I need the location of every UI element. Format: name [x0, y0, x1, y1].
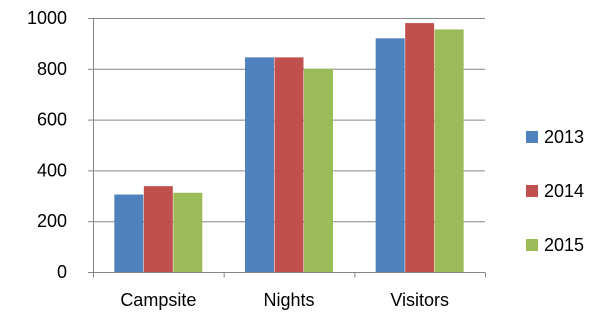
bar-2014-visitors [405, 23, 435, 272]
legend: 2013 2014 2015 [526, 127, 584, 255]
y-tick-label: 200 [37, 211, 67, 231]
bar-2013-campsite [114, 194, 144, 272]
bar-2014-campsite [143, 186, 173, 272]
x-tick-label: Campsite [120, 290, 196, 310]
y-tick-label: 400 [37, 160, 67, 180]
legend-label-2015: 2015 [544, 235, 584, 255]
bar-2014-nights [274, 57, 304, 273]
x-tick-labels: Campsite Nights Visitors [120, 290, 449, 310]
bar-2015-visitors [434, 29, 464, 273]
y-tick-label: 600 [37, 110, 67, 130]
legend-swatch-2013 [526, 131, 538, 143]
bar-2013-visitors [375, 38, 405, 272]
legend-swatch-2014 [526, 185, 538, 197]
bar-2015-campsite [173, 192, 203, 272]
legend-swatch-2015 [526, 239, 538, 251]
x-tick-label: Nights [263, 290, 314, 310]
legend-label-2014: 2014 [544, 181, 584, 201]
bar-2015-nights [304, 68, 333, 272]
bar-2013-nights [245, 57, 274, 273]
y-tick-label: 800 [37, 59, 67, 79]
legend-label-2013: 2013 [544, 127, 584, 147]
x-tick-label: Visitors [390, 290, 449, 310]
y-tick-label: 1000 [27, 8, 67, 28]
bars [114, 23, 464, 273]
y-tick-labels: 0 200 400 600 800 1000 [27, 8, 67, 282]
axes [88, 18, 486, 278]
y-tick-label: 0 [57, 262, 67, 282]
